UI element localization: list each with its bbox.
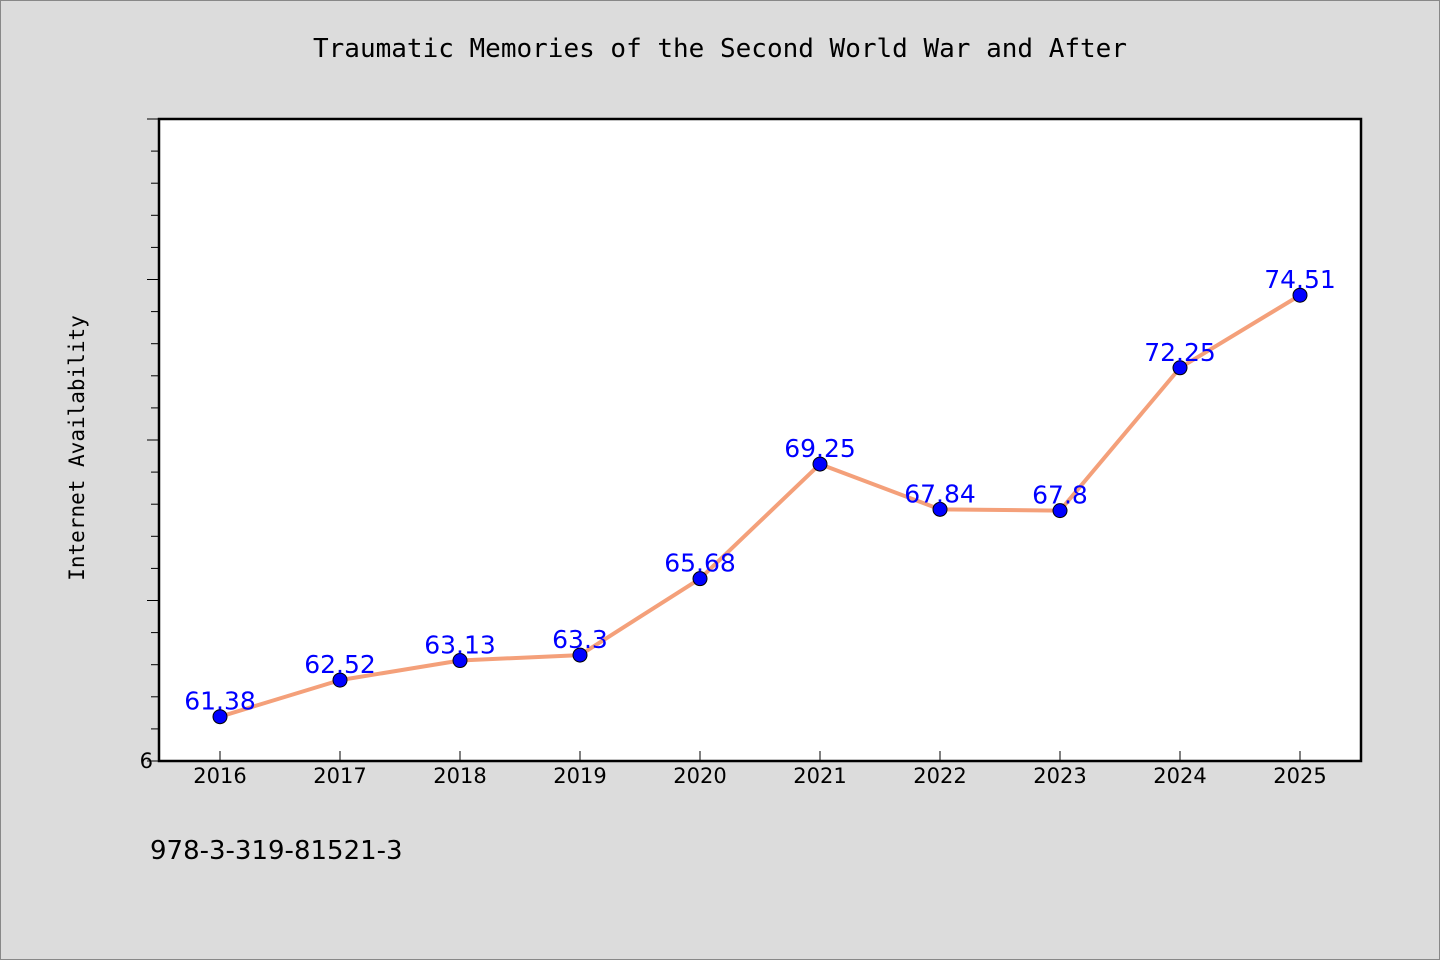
data-label: 61.38 bbox=[184, 687, 256, 716]
data-point bbox=[572, 647, 588, 663]
data-point bbox=[1292, 287, 1308, 303]
data-point bbox=[1172, 360, 1188, 376]
data-point bbox=[692, 571, 708, 587]
isbn-text: 978-3-319-81521-3 bbox=[150, 836, 403, 866]
x-tick-label: 2018 bbox=[433, 764, 486, 788]
data-label: 63.3 bbox=[552, 625, 608, 654]
data-label: 62.52 bbox=[304, 650, 376, 679]
data-label: 69.25 bbox=[784, 434, 856, 463]
data-label: 72.25 bbox=[1144, 338, 1216, 367]
x-tick-label: 2022 bbox=[913, 764, 966, 788]
x-tick-label: 2019 bbox=[553, 764, 606, 788]
x-tick-label: 2024 bbox=[1153, 764, 1206, 788]
chart-title: Traumatic Memories of the Second World W… bbox=[313, 34, 1127, 64]
y-tick-label: 6 bbox=[140, 749, 153, 773]
plot-frame bbox=[157, 117, 1363, 763]
data-point bbox=[932, 501, 948, 517]
data-point bbox=[212, 709, 228, 725]
data-point bbox=[452, 653, 468, 669]
y-axis-ticks bbox=[147, 118, 159, 762]
data-label: 67.84 bbox=[904, 479, 976, 508]
data-point bbox=[332, 672, 348, 688]
data-point bbox=[812, 456, 828, 472]
x-tick-label: 2025 bbox=[1273, 764, 1326, 788]
x-tick-label: 2017 bbox=[313, 764, 366, 788]
series-line bbox=[218, 293, 1302, 719]
data-label: 63.13 bbox=[424, 631, 496, 660]
data-point bbox=[1052, 503, 1068, 519]
data-label: 67.8 bbox=[1032, 481, 1088, 510]
x-tick-label: 2023 bbox=[1033, 764, 1086, 788]
plot-area bbox=[159, 119, 1361, 761]
data-label: 65.68 bbox=[664, 549, 736, 578]
x-tick-label: 2021 bbox=[793, 764, 846, 788]
data-label: 74.51 bbox=[1264, 265, 1336, 294]
x-tick-label: 2016 bbox=[193, 764, 246, 788]
x-tick-label: 2020 bbox=[673, 764, 726, 788]
